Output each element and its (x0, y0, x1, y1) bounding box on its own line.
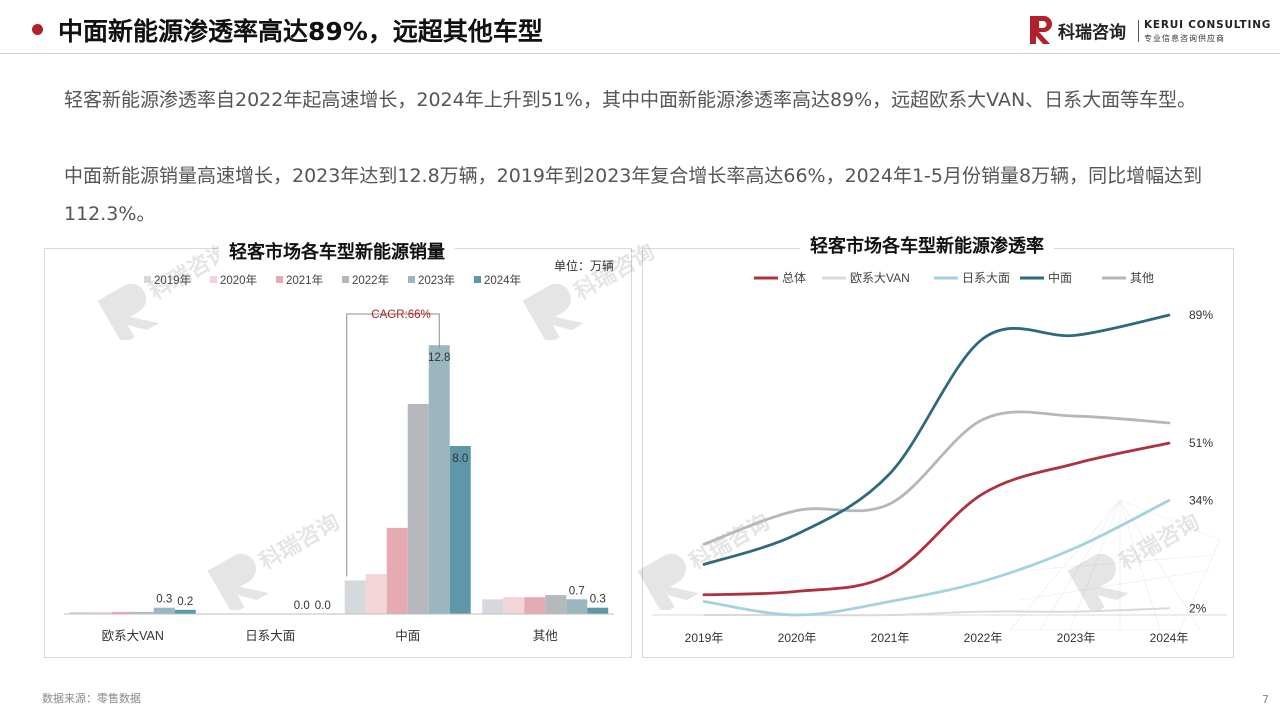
data-label: 8.0 (452, 453, 468, 465)
data-label: 0.3 (156, 594, 172, 606)
data-source-note: 数据来源：零售数据 (42, 692, 141, 705)
bar-其他-2024年 (587, 607, 609, 614)
decorative-mesh-icon (1009, 499, 1221, 631)
logo-mark-icon (1030, 16, 1052, 44)
data-label: 0.0 (315, 600, 331, 612)
title-bullet (32, 24, 43, 35)
bar-中面-2020年 (365, 574, 387, 614)
bar-欧系大VAN-2020年 (90, 611, 112, 614)
data-label: 12.8 (428, 352, 450, 364)
x-tick-label: 2021年 (871, 631, 910, 645)
bar-欧系大VAN-2024年 (174, 609, 196, 614)
end-label-日系大面: 34% (1189, 493, 1213, 507)
x-tick-label: 2019年 (685, 631, 724, 645)
x-tick-label: 2024年 (1150, 631, 1189, 645)
legend-label-欧系大VAN: 欧系大VAN (850, 271, 910, 285)
legend-swatch-2020年 (210, 276, 217, 283)
legend-label-其他: 其他 (1130, 271, 1154, 285)
category-label: 中面 (395, 628, 420, 643)
end-label-中面: 89% (1189, 308, 1213, 322)
category-label: 日系大面 (245, 629, 295, 643)
legend-swatch-2022年 (342, 276, 349, 283)
page-title: 中面新能源渗透率高达89%，远超其他车型 (58, 17, 543, 46)
series-line-中面 (702, 313, 1171, 566)
title-divider (0, 53, 1280, 54)
bar-中面-2024年 (449, 446, 471, 614)
bar-中面-2019年 (344, 580, 366, 614)
page-number: 7 (1262, 693, 1269, 706)
legend-label-2023年: 2023年 (418, 273, 455, 287)
legend-label-2020年: 2020年 (220, 273, 257, 287)
bar-欧系大VAN-2019年 (69, 611, 91, 614)
bar-欧系大VAN-2022年 (132, 611, 154, 614)
series-line-日系大面 (702, 499, 1171, 617)
company-logo: 科瑞咨询 KERUI CONSULTING 专业信息咨询供应商 (1030, 14, 1270, 46)
x-tick-label: 2022年 (964, 631, 1003, 645)
summary-paragraph-2: 中面新能源销量高速增长，2023年达到12.8万辆，2019年到2023年复合增… (64, 165, 1203, 225)
line-chart-title: 轻客市场各车型新能源渗透率 (800, 232, 1054, 258)
end-label-欧系大VAN: 2% (1189, 601, 1207, 615)
legend-label-日系大面: 日系大面 (962, 271, 1010, 285)
bar-其他-2019年 (482, 599, 504, 614)
series-line-其他 (702, 410, 1171, 546)
summary-paragraph-1: 轻客新能源渗透率自2022年起高速增长，2024年上升到51%，其中中面新能源渗… (64, 89, 1197, 111)
series-line-总体 (702, 441, 1171, 597)
bar-其他-2021年 (524, 597, 546, 614)
bar-unit-label: 单位：万辆 (554, 258, 614, 273)
bar-中面-2022年 (407, 404, 429, 614)
watermark-logo-icon: 科瑞咨询 (207, 509, 344, 610)
legend-label-2019年: 2019年 (154, 273, 191, 287)
category-label: 欧系大VAN (102, 629, 164, 643)
legend-swatch-2021年 (276, 276, 283, 283)
x-tick-label: 2023年 (1057, 631, 1096, 645)
legend-label-2024年: 2024年 (484, 273, 521, 287)
bar-欧系大VAN-2023年 (153, 607, 175, 614)
legend-swatch-2024年 (474, 276, 481, 283)
bar-其他-2022年 (545, 595, 567, 614)
bar-其他-2020年 (503, 597, 525, 614)
legend-label-中面: 中面 (1048, 270, 1072, 285)
title-bar: 中面新能源渗透率高达89%，远超其他车型 (0, 0, 1280, 60)
legend-label-2022年: 2022年 (352, 273, 389, 287)
legend-swatch-2019年 (144, 276, 151, 283)
penetration-line-chart: 总体 欧系大VAN 日系大面 中面 其他 2019年 2020年 2021年 2022年 2023… (652, 270, 1227, 645)
cagr-bracket (346, 313, 440, 577)
bar-中面-2021年 (386, 527, 408, 614)
logo-separator (1138, 20, 1139, 42)
bar-chart-title: 轻客市场各车型新能源销量 (219, 238, 455, 264)
data-label: 0.7 (569, 585, 585, 597)
sales-bar-chart: 单位：万辆 2019年 2020年 2021年 2022年 2023年 2024年欧系大VA… (64, 258, 614, 643)
watermark-logo-icon: 科瑞咨询 (637, 509, 774, 610)
watermark-logo-icon: 科瑞咨询 (522, 239, 659, 340)
data-label: 0.2 (177, 596, 193, 608)
cagr-annotation: CAGR:66% (371, 309, 430, 321)
end-label-总体: 51% (1189, 436, 1213, 450)
legend-label-2021年: 2021年 (286, 273, 323, 287)
x-tick-label: 2020年 (778, 631, 817, 645)
legend-swatch-2023年 (408, 276, 415, 283)
data-label: 0.3 (590, 594, 606, 606)
bar-欧系大VAN-2021年 (111, 611, 133, 614)
logo-tagline: 专业信息咨询供应商 (1144, 34, 1225, 43)
data-label: 0.0 (294, 600, 310, 612)
logo-english-name: KERUI CONSULTING (1144, 19, 1272, 31)
bar-中面-2023年 (428, 345, 450, 614)
bar-其他-2023年 (566, 599, 588, 614)
category-label: 其他 (533, 629, 559, 643)
logo-chinese-name: 科瑞咨询 (1058, 23, 1126, 43)
legend-label-总体: 总体 (782, 271, 806, 285)
watermark-logo-icon: 科瑞咨询 (97, 239, 234, 340)
